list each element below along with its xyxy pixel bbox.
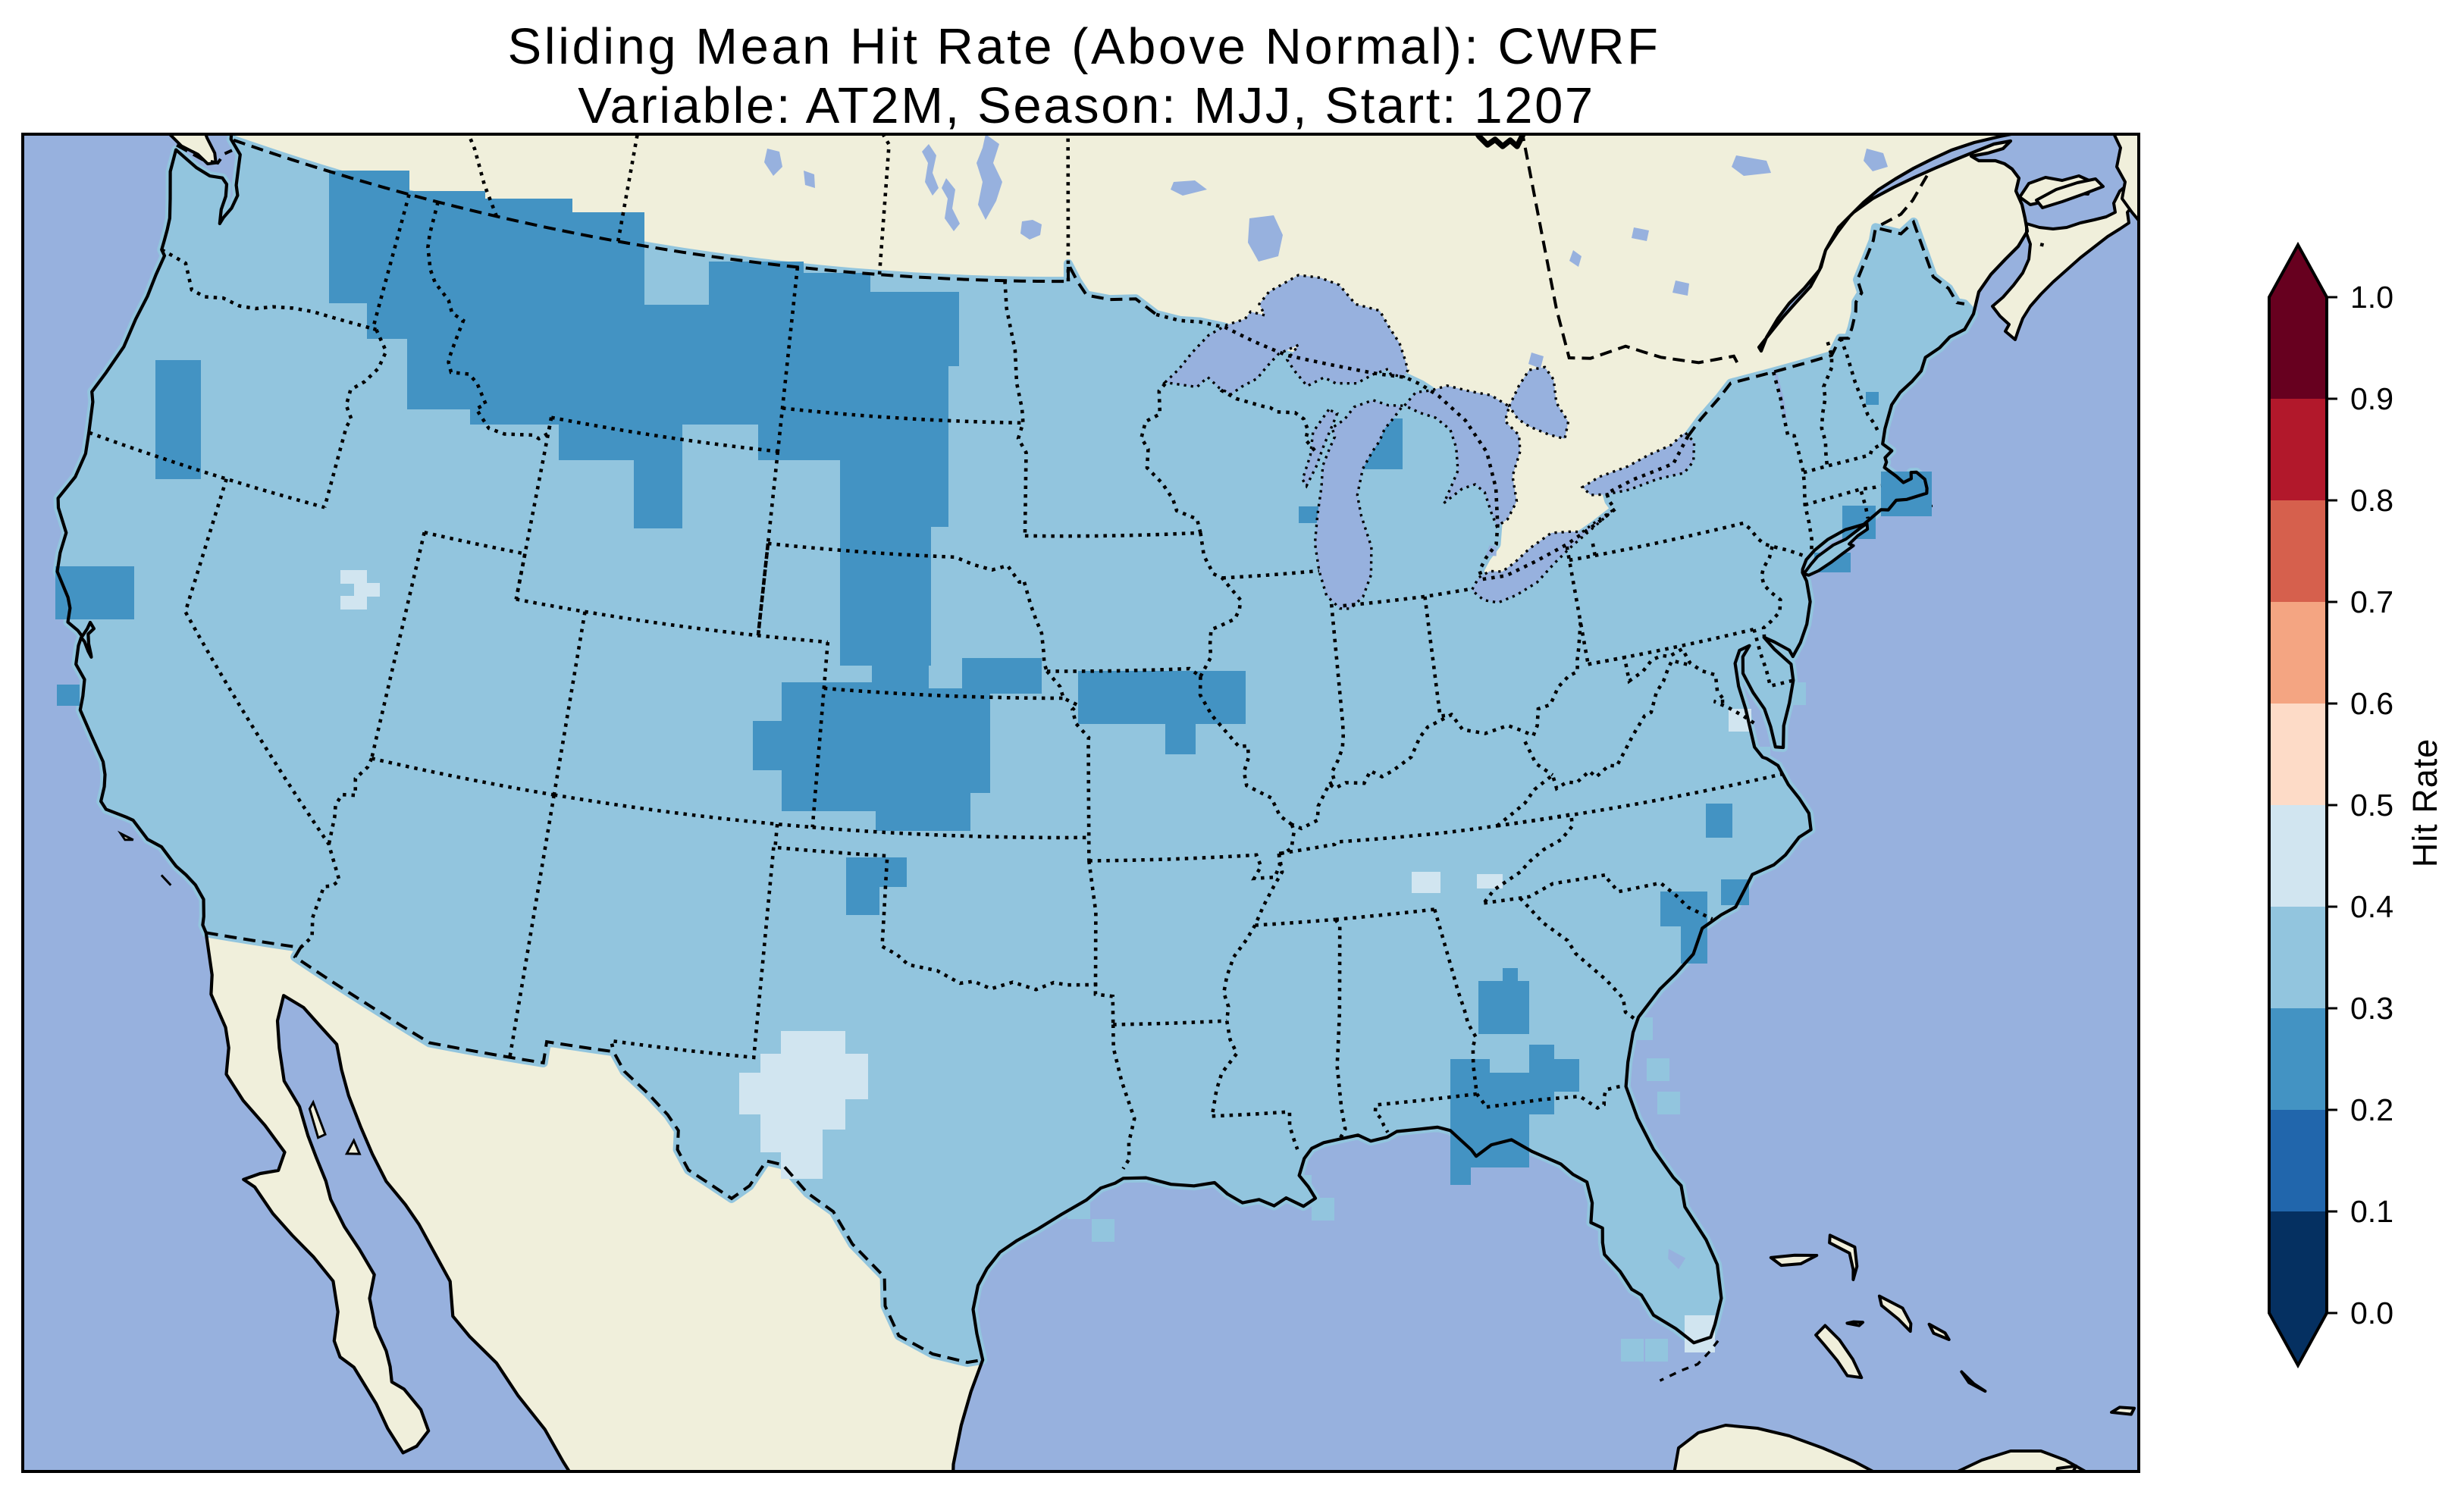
svg-text:0.8: 0.8 (2350, 483, 2393, 518)
svg-text:0.0: 0.0 (2350, 1296, 2393, 1330)
svg-text:0.6: 0.6 (2350, 686, 2393, 721)
svg-text:0.1: 0.1 (2350, 1194, 2393, 1229)
svg-text:0.3: 0.3 (2350, 991, 2393, 1026)
svg-text:0.4: 0.4 (2350, 889, 2393, 924)
svg-text:Sliding Mean Hit Rate (Above N: Sliding Mean Hit Rate (Above Normal): CW… (508, 18, 1661, 75)
svg-text:0.2: 0.2 (2350, 1092, 2393, 1127)
svg-text:Hit Rate: Hit Rate (2406, 738, 2444, 868)
svg-text:Variable: AT2M, Season: MJJ, S: Variable: AT2M, Season: MJJ, Start: 1207 (578, 77, 1595, 134)
svg-text:1.0: 1.0 (2350, 280, 2393, 315)
svg-text:0.9: 0.9 (2350, 381, 2393, 416)
svg-text:0.5: 0.5 (2350, 788, 2393, 823)
svg-text:0.7: 0.7 (2350, 584, 2393, 619)
